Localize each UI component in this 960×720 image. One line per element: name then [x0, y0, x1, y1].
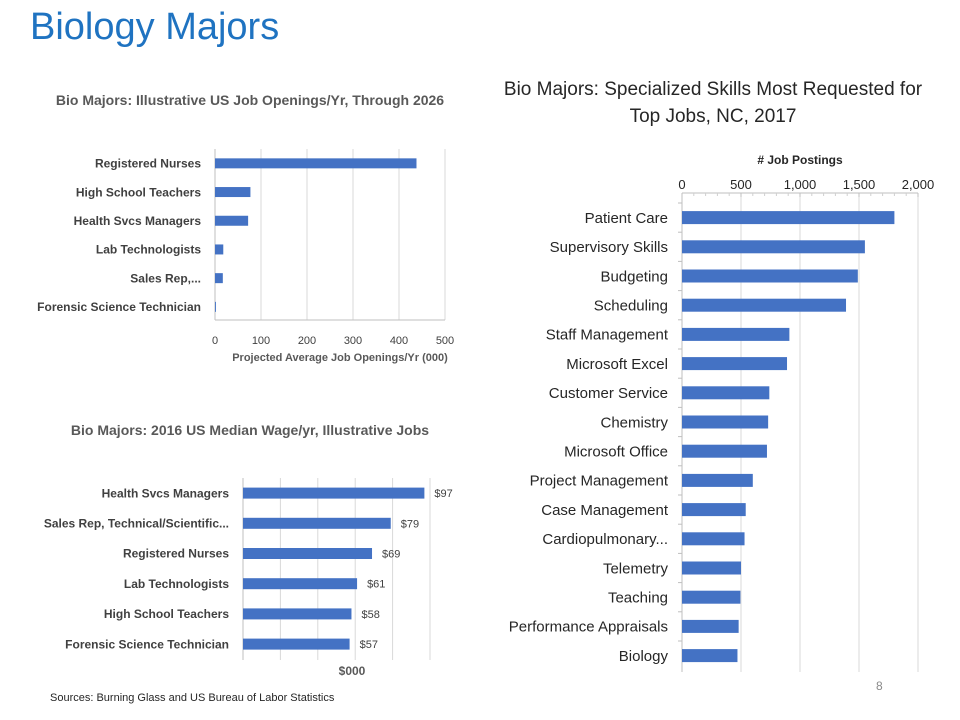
axis-title-skills: # Job Postings [757, 153, 843, 167]
axis-title-openings: Projected Average Job Openings/Yr (000) [232, 352, 448, 364]
bar-skills-13 [682, 590, 741, 604]
category-label-wage-2: Registered Nurses [123, 547, 229, 561]
axis-title-wage: $000 [339, 664, 366, 678]
data-label-wage-3: $61 [367, 579, 385, 591]
bar-openings-1 [215, 187, 251, 198]
category-label-skills-10: Case Management [541, 502, 669, 519]
bar-skills-4 [682, 327, 790, 341]
category-label-skills-13: Teaching [608, 589, 668, 606]
category-label-skills-14: Performance Appraisals [509, 619, 668, 636]
category-label-skills-1: Supervisory Skills [550, 239, 668, 256]
tick-label-skills-2: 1,000 [784, 177, 817, 192]
bar-skills-7 [682, 415, 769, 429]
bar-skills-6 [682, 386, 770, 400]
category-label-openings-3: Lab Technologists [96, 243, 201, 257]
tick-label-openings-5: 500 [436, 335, 454, 347]
data-label-wage-0: $97 [434, 488, 452, 500]
bar-skills-15 [682, 649, 738, 663]
category-label-wage-5: Forensic Science Technician [65, 637, 229, 651]
category-label-openings-2: Health Svcs Managers [74, 214, 202, 228]
category-label-skills-0: Patient Care [585, 210, 668, 227]
category-label-skills-6: Customer Service [549, 385, 668, 402]
data-label-wage-4: $58 [361, 609, 379, 621]
page-title: Biology Majors [30, 6, 280, 48]
category-label-skills-12: Telemetry [603, 560, 669, 577]
bar-skills-12 [682, 561, 741, 575]
chart-title-median-wage: Bio Majors: 2016 US Median Wage/yr, Illu… [70, 422, 430, 438]
bar-skills-0 [682, 211, 895, 225]
category-label-openings-0: Registered Nurses [95, 157, 201, 171]
bar-wage-3 [243, 578, 358, 590]
category-label-openings-1: High School Teachers [76, 185, 201, 199]
bar-openings-2 [215, 215, 249, 226]
category-label-wage-4: High School Teachers [104, 607, 229, 621]
category-label-openings-5: Forensic Science Technician [37, 300, 201, 314]
data-label-wage-2: $69 [382, 549, 400, 561]
tick-label-openings-2: 200 [298, 335, 316, 347]
tick-label-skills-4: 2,000 [902, 177, 935, 192]
bar-openings-4 [215, 273, 223, 284]
tick-label-openings-3: 300 [344, 335, 362, 347]
category-label-skills-11: Cardiopulmonary... [542, 531, 668, 548]
category-label-wage-1: Sales Rep, Technical/Scientific... [44, 517, 229, 531]
category-label-skills-5: Microsoft Excel [566, 356, 668, 373]
tick-label-openings-0: 0 [212, 335, 218, 347]
bar-skills-8 [682, 444, 767, 458]
bar-skills-5 [682, 357, 788, 371]
tick-label-skills-0: 0 [678, 177, 685, 192]
bar-skills-11 [682, 532, 745, 546]
bar-skills-9 [682, 473, 753, 487]
category-label-skills-3: Scheduling [594, 297, 668, 314]
sources-note: Sources: Burning Glass and US Bureau of … [50, 692, 335, 704]
bar-openings-5 [215, 301, 216, 312]
category-label-openings-4: Sales Rep,... [130, 271, 201, 285]
tick-label-openings-1: 100 [252, 335, 270, 347]
bar-wage-4 [243, 608, 352, 620]
bar-wage-2 [243, 548, 373, 559]
category-label-wage-0: Health Svcs Managers [102, 486, 230, 500]
bar-skills-2 [682, 269, 858, 283]
category-label-wage-3: Lab Technologists [124, 577, 229, 591]
bar-wage-1 [243, 517, 391, 529]
bar-wage-0 [243, 487, 425, 499]
tick-label-openings-4: 400 [390, 335, 408, 347]
chart-title-specialized-skills: Bio Majors: Specialized Skills Most Requ… [503, 79, 923, 127]
data-label-wage-5: $57 [360, 639, 378, 651]
category-label-skills-4: Staff Management [546, 327, 669, 344]
bar-skills-14 [682, 619, 739, 633]
page-number: 8 [876, 679, 883, 693]
bar-skills-3 [682, 298, 847, 312]
bar-wage-5 [243, 638, 350, 650]
category-label-skills-9: Project Management [530, 473, 669, 490]
category-label-skills-2: Budgeting [600, 268, 668, 285]
category-label-skills-15: Biology [619, 648, 669, 665]
bar-skills-1 [682, 240, 865, 254]
tick-label-skills-3: 1,500 [843, 177, 876, 192]
bar-skills-10 [682, 503, 746, 517]
chart-title-job-openings: Bio Majors: Illustrative US Job Openings… [55, 92, 445, 108]
data-label-wage-1: $79 [401, 518, 419, 530]
tick-label-skills-1: 500 [730, 177, 752, 192]
bar-openings-0 [215, 158, 417, 169]
category-label-skills-8: Microsoft Office [564, 443, 668, 460]
category-label-skills-7: Chemistry [600, 414, 668, 431]
bar-openings-3 [215, 244, 224, 255]
